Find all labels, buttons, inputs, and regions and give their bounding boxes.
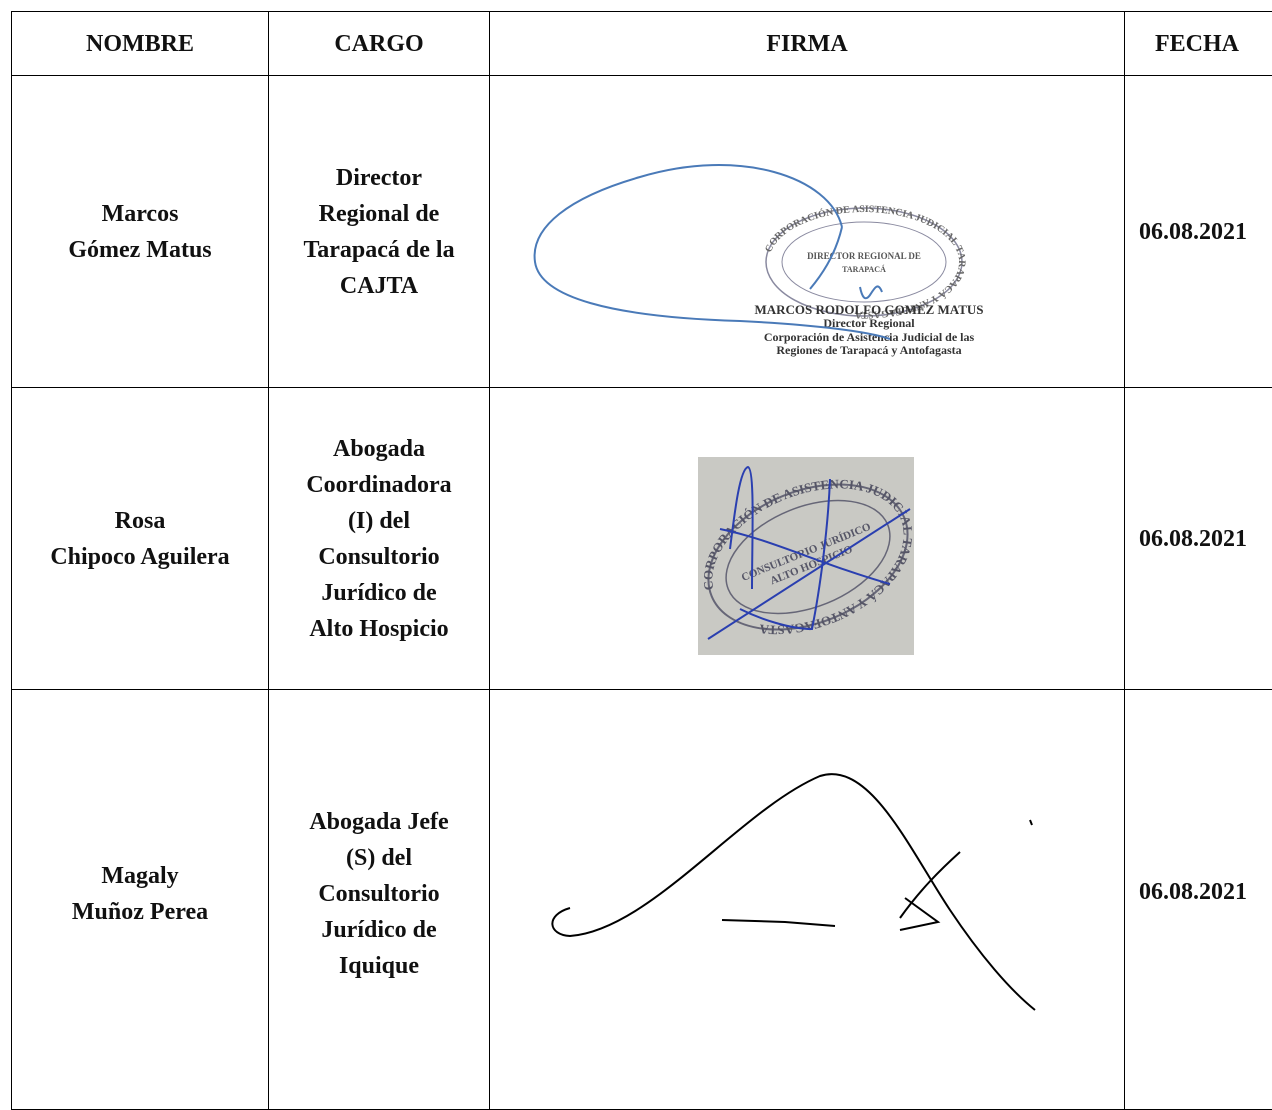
nombre-line: Marcos: [12, 196, 268, 232]
cargo-line: Consultorio: [269, 539, 489, 575]
signature-stroke: [552, 774, 1035, 1010]
cargo-line: Director: [269, 160, 489, 196]
stamp-border: [782, 222, 946, 302]
nombre-line: Rosa: [12, 503, 268, 539]
stamp-center-text: TARAPACÁ: [842, 264, 886, 274]
nombre-line: Muñoz Perea: [12, 894, 268, 930]
firma-cell: [490, 690, 1125, 1110]
cargo-line: Abogada Jefe: [269, 804, 489, 840]
firma-cell: CORPORACIÓN DE ASISTENCIA JUDICIAL TARAP…: [490, 76, 1125, 388]
cargo-line: Abogada: [269, 431, 489, 467]
signer-name: MARCOS RODOLFO GOMEZ MATUS: [754, 302, 983, 317]
header-cell: FECHA: [1125, 12, 1272, 76]
cargo-line: (S) del: [269, 840, 489, 876]
signature: CORPORACIÓN DE ASISTENCIA JUDICIAL TARAP…: [490, 389, 1125, 689]
cargo-line: CAJTA: [269, 268, 489, 304]
fecha-cell: 06.08.2021: [1125, 690, 1272, 1110]
header-cell: CARGO: [269, 12, 490, 76]
cargo-line: Jurídico de: [269, 575, 489, 611]
cargo-line: Iquique: [269, 948, 489, 984]
stamp-center-text: DIRECTOR REGIONAL DE: [807, 251, 921, 261]
signer-line: Corporación de Asistencia Judicial de la…: [764, 330, 975, 344]
signature: CORPORACIÓN DE ASISTENCIA JUDICIAL TARAP…: [490, 77, 1125, 387]
fecha-cell: 06.08.2021: [1125, 76, 1272, 388]
cargo-line: Coordinadora: [269, 467, 489, 503]
page: Firmas {"table":{"header":["NOMBRE","CAR…: [0, 0, 1272, 1087]
nombre-line: Gómez Matus: [12, 232, 268, 268]
nombre-line: Magaly: [12, 858, 268, 894]
signature-stroke: [810, 227, 882, 298]
nombre-line: Chipoco Aguilera: [12, 539, 268, 575]
cargo-line: Alto Hospicio: [269, 611, 489, 647]
fecha-cell: 06.08.2021: [1125, 388, 1272, 690]
cargo-line: Consultorio: [269, 876, 489, 912]
signer-line: Regiones de Tarapacá y Antofagasta: [776, 343, 961, 357]
cargo-line: Jurídico de: [269, 912, 489, 948]
header-row: NOMBRE CARGO FIRMA FECHA: [12, 12, 1272, 76]
cargo-line: Regional de: [269, 196, 489, 232]
cargo-line: (I) del: [269, 503, 489, 539]
signature-stroke: [722, 820, 1032, 930]
cargo-line: Tarapacá de la: [269, 232, 489, 268]
header-cell: NOMBRE: [12, 12, 269, 76]
header-cell: FIRMA: [490, 12, 1125, 76]
firma-cell: CORPORACIÓN DE ASISTENCIA JUDICIAL TARAP…: [490, 388, 1125, 690]
signature: [490, 690, 1125, 1090]
